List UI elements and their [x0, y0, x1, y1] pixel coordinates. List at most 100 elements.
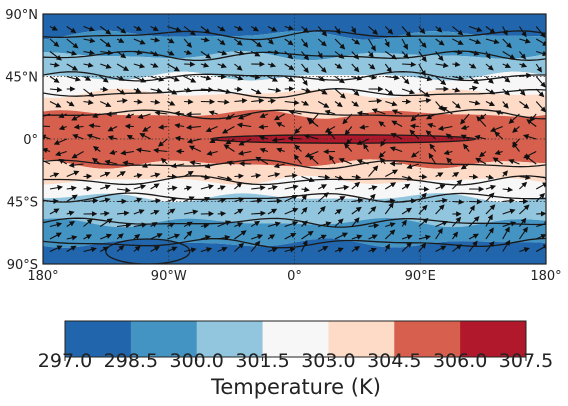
- wind-vector: [284, 63, 295, 71]
- wind-vector: [485, 227, 494, 240]
- wind-vector: [351, 181, 361, 190]
- wind-vector: [250, 51, 261, 57]
- wind-vector: [251, 210, 266, 217]
- wind-vector: [49, 232, 62, 240]
- wind-vector: [318, 221, 332, 228]
- wind-vector: [401, 234, 413, 240]
- wind-vector: [385, 222, 396, 228]
- wind-vector: [68, 162, 84, 168]
- y-tick-label: 45°S: [7, 196, 38, 211]
- wind-vector: [435, 172, 444, 178]
- wind-vector: [58, 158, 68, 165]
- wind-vector: [200, 235, 211, 241]
- wind-vector: [139, 133, 151, 140]
- wind-vector: [301, 220, 308, 227]
- wind-vector: [66, 26, 77, 34]
- wind-vector: [250, 26, 259, 32]
- wind-vector: [524, 155, 537, 165]
- wind-vector: [418, 26, 426, 35]
- wind-vector: [259, 112, 269, 118]
- wind-vector: [83, 198, 99, 204]
- wind-vector: [329, 154, 336, 165]
- wind-vector: [494, 149, 503, 156]
- wind-vector: [485, 174, 495, 180]
- wind-vector: [83, 49, 95, 56]
- wind-vector: [334, 51, 345, 59]
- wind-vector: [234, 86, 243, 92]
- wind-vector: [452, 244, 463, 252]
- wind-vector: [334, 63, 343, 69]
- wind-vector: [418, 51, 427, 63]
- wind-vector: [217, 234, 231, 241]
- wind-vector: [43, 134, 51, 140]
- wind-vector: [304, 150, 319, 158]
- wind-vector: [368, 234, 378, 240]
- wind-vector: [259, 147, 269, 154]
- wind-vector: [150, 37, 161, 43]
- wind-vector: [368, 38, 376, 52]
- wind-vector: [167, 88, 178, 95]
- wind-vector: [379, 157, 386, 165]
- wind-vector: [100, 246, 109, 252]
- wind-vector: [441, 106, 453, 115]
- wind-vector: [535, 192, 546, 202]
- wind-vector: [217, 99, 230, 105]
- wind-vector: [334, 196, 346, 202]
- wind-vector: [293, 154, 302, 165]
- wind-vector: [317, 246, 329, 252]
- wind-vector: [49, 51, 62, 61]
- wind-vector: [368, 247, 377, 253]
- wind-vector: [150, 233, 163, 240]
- wind-vector: [326, 129, 336, 140]
- wind-vector: [334, 247, 344, 253]
- wind-vector: [73, 124, 84, 130]
- wind-vector: [217, 88, 232, 95]
- wind-vector: [384, 202, 394, 215]
- wind-vector: [167, 222, 175, 228]
- wind-vector: [334, 76, 345, 84]
- wind-vector: [200, 62, 210, 68]
- wind-vector: [401, 175, 414, 181]
- contour-line: [43, 237, 546, 249]
- wind-vector: [301, 230, 314, 240]
- wind-vector: [100, 63, 112, 69]
- wind-vector: [258, 124, 268, 130]
- wind-vector: [418, 38, 427, 49]
- wind-vector: [120, 150, 134, 156]
- colorbar-cell: [65, 321, 132, 357]
- wind-vector: [301, 76, 308, 86]
- wind-vector: [255, 156, 269, 165]
- wind-vector: [133, 184, 147, 190]
- wind-vector: [356, 138, 369, 145]
- x-tick-labels: 180° 90°W 0° 90°E 180°: [27, 269, 561, 284]
- wind-vector: [476, 116, 487, 127]
- wind-vector: [234, 173, 244, 179]
- wind-vector: [502, 51, 516, 60]
- wind-vector: [99, 26, 112, 35]
- wind-vector: [368, 63, 376, 70]
- wind-vector: [401, 242, 413, 252]
- wind-vector: [88, 123, 101, 129]
- wind-vector: [519, 226, 528, 240]
- wind-vector: [401, 219, 407, 227]
- wind-vector: [284, 233, 297, 240]
- wind-vector: [418, 242, 427, 252]
- wind-vector: [234, 50, 245, 56]
- wind-vector: [49, 25, 58, 31]
- wind-vector: [519, 204, 530, 215]
- wind-vector: [133, 63, 146, 69]
- wind-vector: [135, 147, 151, 153]
- wind-vector: [184, 99, 194, 105]
- wind-vector: [58, 124, 67, 131]
- wind-vector: [206, 150, 218, 156]
- wind-vector: [452, 87, 461, 93]
- wind-vector: [150, 198, 161, 204]
- wind-vector: [385, 51, 397, 60]
- wind-vector: [122, 160, 134, 166]
- wind-vector: [502, 76, 511, 83]
- wind-vector: [368, 193, 376, 202]
- wind-vector: [217, 26, 226, 32]
- wind-vector: [167, 233, 181, 240]
- wind-vector: [418, 204, 428, 215]
- y-tick-label: 0°: [23, 133, 38, 148]
